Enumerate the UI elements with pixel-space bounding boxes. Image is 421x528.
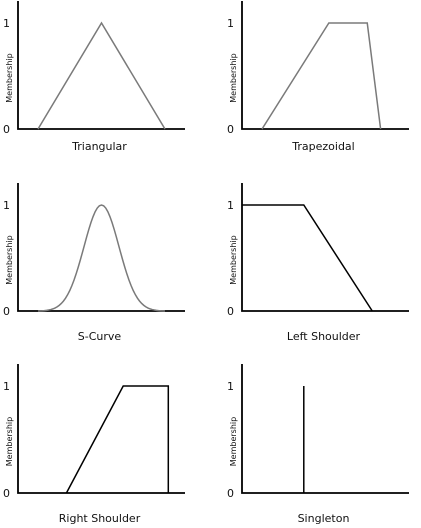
y-tick-label-0: 0 <box>3 123 10 136</box>
panel-title: Left Shoulder <box>287 330 361 343</box>
panel-title: Trapezoidal <box>291 140 354 153</box>
axes <box>17 364 185 494</box>
y-tick-label-0: 0 <box>227 123 234 136</box>
membership-curve <box>242 204 373 312</box>
y-tick-label-1: 1 <box>3 380 10 393</box>
panel-left-shoulder: 1 0 Membership Left Shoulder <box>227 183 409 343</box>
panel-trapezoidal: 1 0 Membership Trapezoidal <box>227 1 409 153</box>
y-tick-label-1: 1 <box>227 17 234 30</box>
y-tick-label-1: 1 <box>227 199 234 212</box>
panel-triangular: 1 0 Membership Triangular <box>3 1 185 153</box>
panel-title: S-Curve <box>78 330 122 343</box>
panel-singleton: 1 0 Membership Singleton <box>227 364 409 525</box>
y-tick-label-0: 0 <box>227 487 234 500</box>
panel-title: Singleton <box>298 512 350 525</box>
y-tick-label-0: 0 <box>3 487 10 500</box>
panel-right-shoulder: 1 0 Membership Right Shoulder <box>3 364 185 525</box>
axes <box>241 364 409 494</box>
y-axis-label: Membership <box>5 417 14 466</box>
membership-curve <box>37 21 166 130</box>
y-axis-label: Membership <box>5 53 14 102</box>
y-axis-label: Membership <box>229 53 238 102</box>
y-tick-label-1: 1 <box>227 380 234 393</box>
membership-curve <box>38 204 165 312</box>
axes <box>241 1 409 130</box>
panel-title: Triangular <box>71 140 127 153</box>
membership-curve <box>261 22 382 130</box>
y-axis-label: Membership <box>5 235 14 284</box>
y-axis-label: Membership <box>229 235 238 284</box>
axes <box>17 1 185 130</box>
axes <box>17 183 185 312</box>
membership-curve <box>65 385 170 494</box>
y-tick-label-0: 0 <box>227 305 234 318</box>
y-tick-label-0: 0 <box>3 305 10 318</box>
y-tick-label-1: 1 <box>3 17 10 30</box>
y-tick-label-1: 1 <box>3 199 10 212</box>
panel-title: Right Shoulder <box>59 512 141 525</box>
panel-s-curve: 1 0 Membership S-Curve <box>3 183 185 343</box>
y-axis-label: Membership <box>229 417 238 466</box>
axes <box>241 183 409 312</box>
